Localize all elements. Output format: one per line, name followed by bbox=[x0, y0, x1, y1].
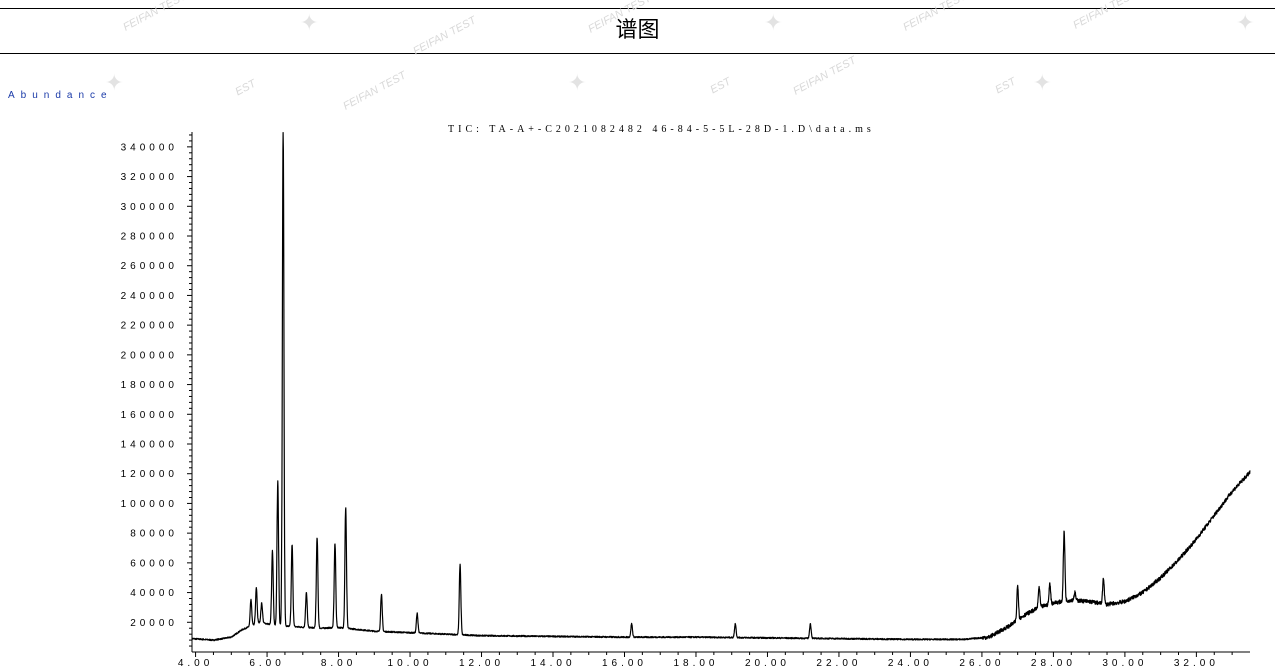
y-tick-label: 160000 bbox=[121, 410, 178, 421]
y-tick-label: 120000 bbox=[121, 469, 178, 480]
y-tick-label: 60000 bbox=[130, 558, 178, 569]
x-tick-label: 28.00 bbox=[1031, 658, 1076, 669]
x-tick-label: 8.00 bbox=[321, 658, 356, 669]
x-axis: 4.00 6.00 8.00 10.00 12.00 14.00 16.00 18.00 20.… bbox=[178, 651, 1250, 669]
y-tick-label: 280000 bbox=[121, 232, 178, 243]
y-tick-label: 40000 bbox=[130, 588, 178, 599]
series-label: TIC: TA-A+-C2021082482 46-84-5-5L-28D-1.… bbox=[448, 124, 875, 135]
x-tick-label: 12.00 bbox=[459, 658, 504, 669]
x-tick-label: 22.00 bbox=[816, 658, 861, 669]
x-tick-label: 24.00 bbox=[888, 658, 933, 669]
tic-series-line bbox=[191, 132, 1251, 642]
x-tick-label: 14.00 bbox=[530, 658, 575, 669]
x-tick-label: 30.00 bbox=[1102, 658, 1147, 669]
y-axis-label: Abundance bbox=[8, 90, 113, 101]
report-header: 谱图 bbox=[0, 8, 1275, 54]
y-tick-label: 240000 bbox=[121, 291, 178, 302]
y-tick-label: 20000 bbox=[130, 618, 178, 629]
page-title: 谱图 bbox=[615, 18, 660, 43]
y-tick-label: 80000 bbox=[130, 529, 178, 540]
y-tick-label: 340000 bbox=[121, 142, 178, 153]
x-tick-label: 20.00 bbox=[745, 658, 790, 669]
x-tick-label: 18.00 bbox=[673, 658, 718, 669]
x-tick-label: 6.00 bbox=[249, 658, 284, 669]
y-tick-label: 180000 bbox=[121, 380, 178, 391]
y-tick-label: 140000 bbox=[121, 440, 178, 451]
y-tick-label: 300000 bbox=[121, 202, 178, 213]
y-tick-label: 320000 bbox=[121, 172, 178, 183]
x-tick-label: 16.00 bbox=[602, 658, 647, 669]
y-tick-label: 100000 bbox=[121, 499, 178, 510]
x-tick-label: 10.00 bbox=[388, 658, 433, 669]
y-tick-label: 220000 bbox=[121, 321, 178, 332]
y-axis: 20000 40000 60000 80000 100000 120000 140000 16… bbox=[121, 132, 193, 652]
x-tick-label: 32.00 bbox=[1174, 658, 1219, 669]
plot-area bbox=[191, 132, 1251, 642]
x-tick-label: 26.00 bbox=[959, 658, 1004, 669]
x-tick-label: 4.00 bbox=[178, 658, 213, 669]
y-tick-label: 200000 bbox=[121, 350, 178, 361]
y-tick-label: 260000 bbox=[121, 261, 178, 272]
